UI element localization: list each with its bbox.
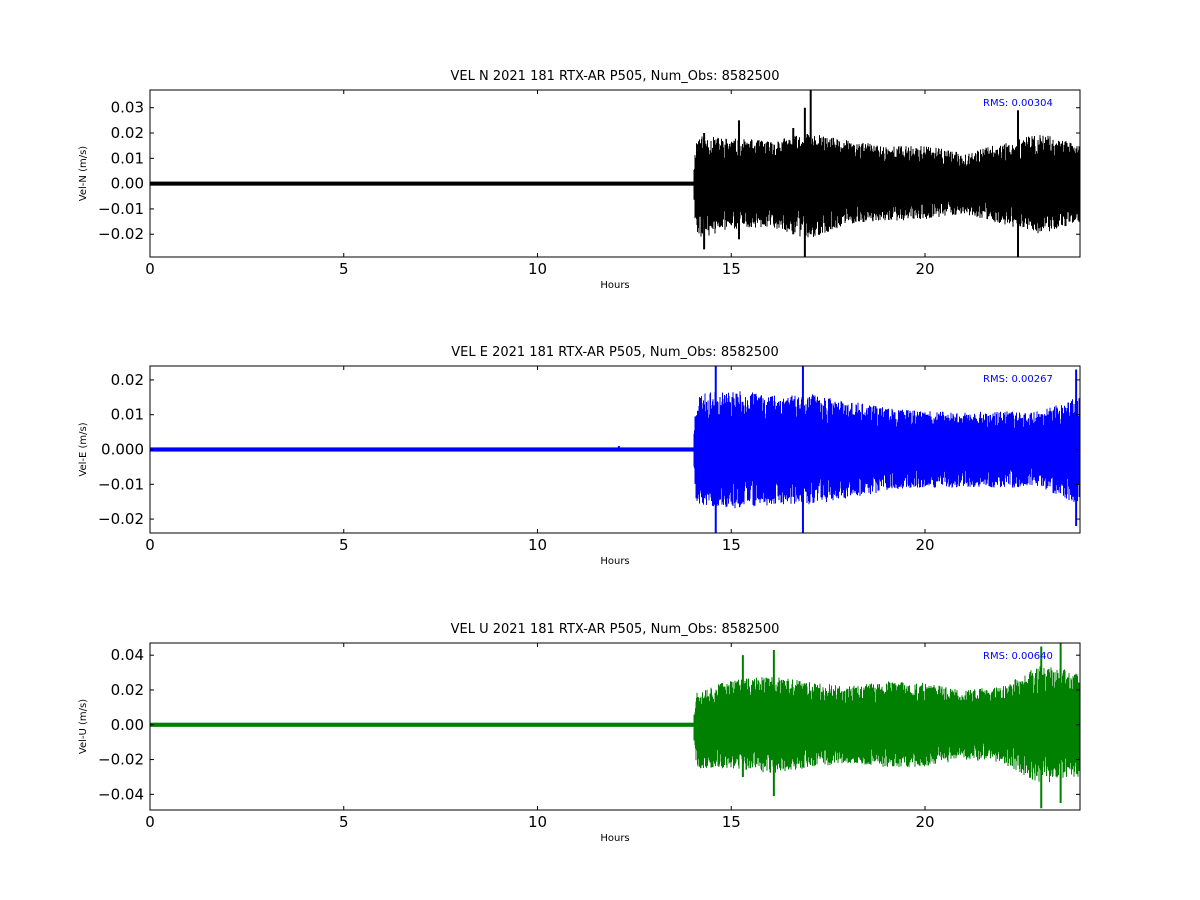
quiet-baseline — [150, 447, 695, 452]
chart-title: VEL U 2021 181 RTX-AR P505, Num_Obs: 858… — [451, 622, 780, 637]
x-tick-label: 20 — [915, 260, 934, 278]
x-tick-label: 0 — [145, 260, 155, 278]
x-tick-label: 10 — [528, 536, 547, 554]
noise-segment — [693, 666, 1080, 783]
y-tick-label: −0.04 — [98, 785, 144, 803]
y-tick-label: 0.02 — [111, 124, 144, 142]
series-trace — [150, 366, 1080, 533]
rms-annotation: RMS: 0.00640 — [983, 651, 1053, 662]
y-tick-label: 0.01 — [111, 406, 144, 424]
rms-annotation: RMS: 0.00304 — [983, 98, 1053, 109]
chart-panel-3: VEL U 2021 181 RTX-AR P505, Num_Obs: 858… — [78, 622, 1081, 844]
x-tick-label: 15 — [722, 813, 741, 831]
y-tick-label: 0.02 — [111, 371, 144, 389]
series-trace — [150, 90, 1080, 257]
y-tick-label: −0.02 — [98, 751, 144, 769]
y-axis-label: Vel-E (m/s) — [78, 422, 89, 476]
x-axis-label: Hours — [600, 833, 629, 844]
y-tick-label: −0.02 — [98, 510, 144, 528]
y-tick-label: −0.01 — [98, 475, 144, 493]
y-axis-label: Vel-U (m/s) — [78, 699, 89, 754]
y-tick-label: 0.00 — [111, 175, 144, 193]
y-tick-label: 0.000 — [101, 441, 144, 459]
x-tick-label: 5 — [339, 260, 349, 278]
x-tick-label: 10 — [528, 260, 547, 278]
y-tick-label: 0.02 — [111, 681, 144, 699]
x-tick-label: 5 — [339, 536, 349, 554]
chart-title: VEL E 2021 181 RTX-AR P505, Num_Obs: 858… — [451, 345, 778, 360]
noise-segment — [693, 134, 1080, 238]
plot-frame — [149, 89, 1081, 258]
y-tick-label: 0.04 — [111, 646, 144, 664]
x-tick-label: 20 — [915, 536, 934, 554]
series-trace — [150, 643, 1080, 809]
x-tick-label: 0 — [145, 536, 155, 554]
x-tick-label: 10 — [528, 813, 547, 831]
rms-annotation: RMS: 0.00267 — [983, 374, 1053, 385]
x-tick-label: 0 — [145, 813, 155, 831]
noise-segment — [693, 391, 1080, 509]
quiet-baseline — [150, 722, 695, 727]
plot-frame — [149, 642, 1081, 811]
x-tick-label: 5 — [339, 813, 349, 831]
y-tick-label: 0.00 — [111, 716, 144, 734]
y-tick-label: 0.01 — [111, 149, 144, 167]
y-tick-label: −0.02 — [98, 225, 144, 243]
y-tick-label: 0.03 — [111, 99, 144, 117]
y-tick-label: −0.01 — [98, 200, 144, 218]
x-tick-label: 15 — [722, 260, 741, 278]
y-axis-label: Vel-N (m/s) — [78, 146, 89, 201]
x-tick-label: 20 — [915, 813, 934, 831]
chart-panel-2: VEL E 2021 181 RTX-AR P505, Num_Obs: 858… — [78, 345, 1081, 567]
chart-panel-1: VEL N 2021 181 RTX-AR P505, Num_Obs: 858… — [78, 69, 1081, 291]
x-tick-label: 15 — [722, 536, 741, 554]
quiet-baseline — [150, 181, 695, 186]
x-axis-label: Hours — [600, 556, 629, 567]
x-axis-label: Hours — [600, 280, 629, 291]
chart-title: VEL N 2021 181 RTX-AR P505, Num_Obs: 858… — [451, 69, 780, 84]
